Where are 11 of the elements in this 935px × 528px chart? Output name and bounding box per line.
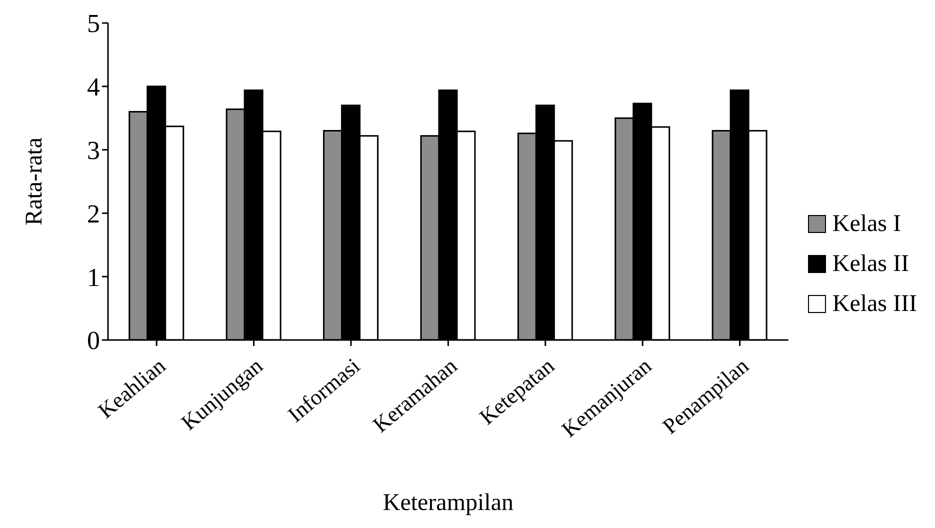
y-tick-label: 2 bbox=[87, 199, 100, 228]
y-tick-label: 4 bbox=[87, 72, 100, 102]
y-tick-label: 5 bbox=[87, 9, 100, 38]
legend-label: Kelas II bbox=[832, 250, 910, 279]
x-axis-title: Keterampilan bbox=[382, 490, 514, 516]
y-axis-title: Rata-rata bbox=[22, 137, 48, 226]
legend-label: Kelas I bbox=[832, 210, 902, 239]
y-tick-label: 0 bbox=[87, 326, 100, 356]
legend-label: Kelas III bbox=[832, 290, 917, 319]
y-tick-label: 3 bbox=[87, 136, 100, 166]
y-tick-label: 1 bbox=[87, 262, 100, 292]
